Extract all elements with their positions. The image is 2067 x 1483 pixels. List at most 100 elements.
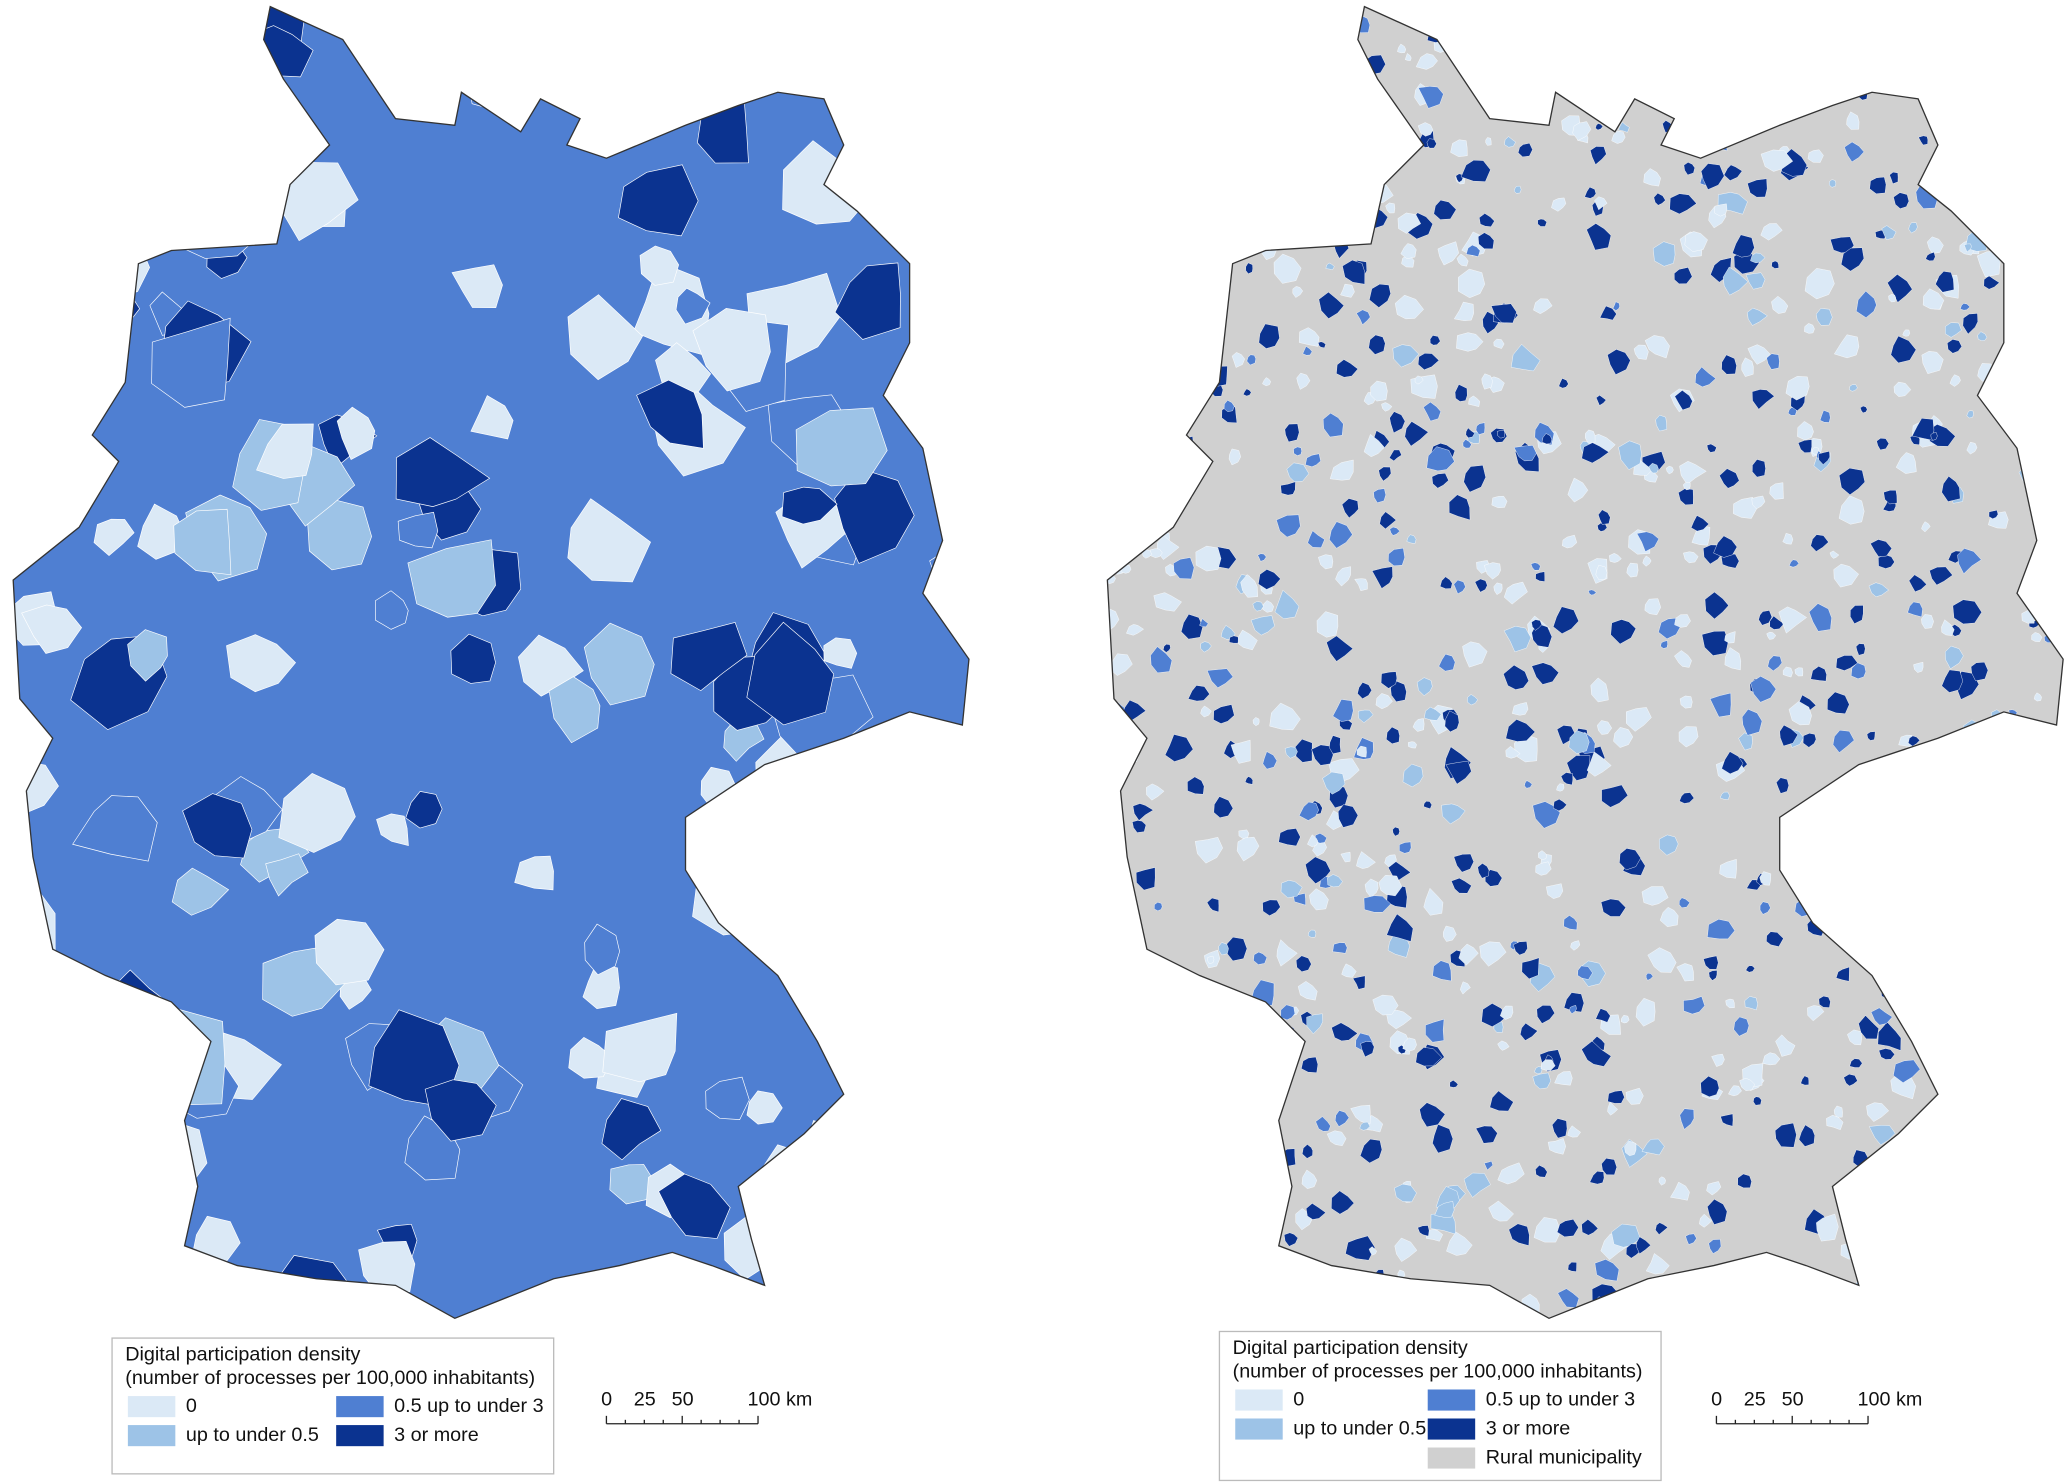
region [1881,225,1897,241]
region [1655,1222,1669,1235]
region [1818,995,1831,1008]
region [675,287,711,325]
region [13,973,88,1042]
region [2056,442,2064,453]
region [1128,1208,1155,1233]
region [1301,1056,1319,1073]
region [1556,1219,1579,1238]
legend-label: Rural municipality [1486,1446,1642,1468]
region [1301,1169,1318,1189]
region [1590,146,1607,165]
region [1797,439,1812,453]
region [13,140,79,232]
region [1618,440,1642,470]
region [2031,632,2043,642]
region [1962,73,1983,96]
region [1505,719,1536,742]
region [1766,931,1784,947]
region [1199,618,1209,628]
scale-label: 0 [1711,1388,1722,1410]
region [1114,1057,1129,1072]
region [1490,303,1517,324]
region [1295,955,1312,972]
region [1738,732,1753,751]
region [1958,64,1973,79]
region [1257,1297,1265,1308]
region [1375,693,1393,710]
region [1929,566,1953,586]
region [1691,35,1709,51]
region [1407,741,1417,749]
region [1858,1015,1879,1040]
region [1412,718,1425,732]
region [1119,1130,1141,1152]
region [1708,970,1718,981]
region [371,15,457,92]
region [1284,423,1300,443]
region [1674,267,1693,285]
region [1293,209,1320,232]
region [1732,234,1755,258]
region [1928,106,1954,126]
region [1397,43,1407,54]
region [1177,196,1191,210]
region [1595,564,1608,581]
region [666,1266,760,1319]
region [374,590,409,630]
region [1258,323,1280,349]
region [1532,1072,1551,1090]
region [1782,666,1793,678]
region [1922,288,1945,310]
region [1358,709,1374,723]
region [1582,74,1595,87]
legend-label: 0 [1293,1388,1304,1410]
region [1918,934,1942,956]
region [1987,992,2000,1002]
region [1372,994,1399,1016]
region [1744,996,1758,1011]
region [1399,841,1412,854]
region [1935,271,1955,293]
region [2010,813,2034,835]
region [817,1107,906,1190]
region [1866,731,1876,741]
legend-box [111,1337,555,1475]
region [1881,1239,1908,1267]
region [1161,971,1190,1004]
region [1406,534,1417,544]
region [1551,197,1567,212]
region [1576,13,1594,37]
region [1154,467,1177,491]
region [1888,1211,1901,1226]
region [1700,1075,1720,1098]
region [2039,939,2059,958]
region [1416,677,1433,696]
region [1856,899,1888,926]
region [2047,1023,2060,1036]
region [1107,371,1128,392]
region [1707,1199,1728,1225]
region [1691,525,1711,546]
region [1674,650,1692,668]
country-border [12,5,970,1320]
region [1309,888,1329,911]
region [1354,578,1368,591]
region [1585,55,1606,78]
region [1332,699,1354,722]
region [1946,160,1959,173]
region [1869,176,1887,194]
region [1927,1232,1943,1255]
region [1907,601,1923,618]
region [1503,664,1529,690]
region [834,467,915,564]
region [1329,459,1354,481]
region [1595,123,1604,131]
region [1483,1160,1494,1171]
region [1893,192,1910,209]
region [1125,230,1151,259]
region [1586,223,1612,251]
region [1356,745,1367,758]
region [1659,834,1679,856]
